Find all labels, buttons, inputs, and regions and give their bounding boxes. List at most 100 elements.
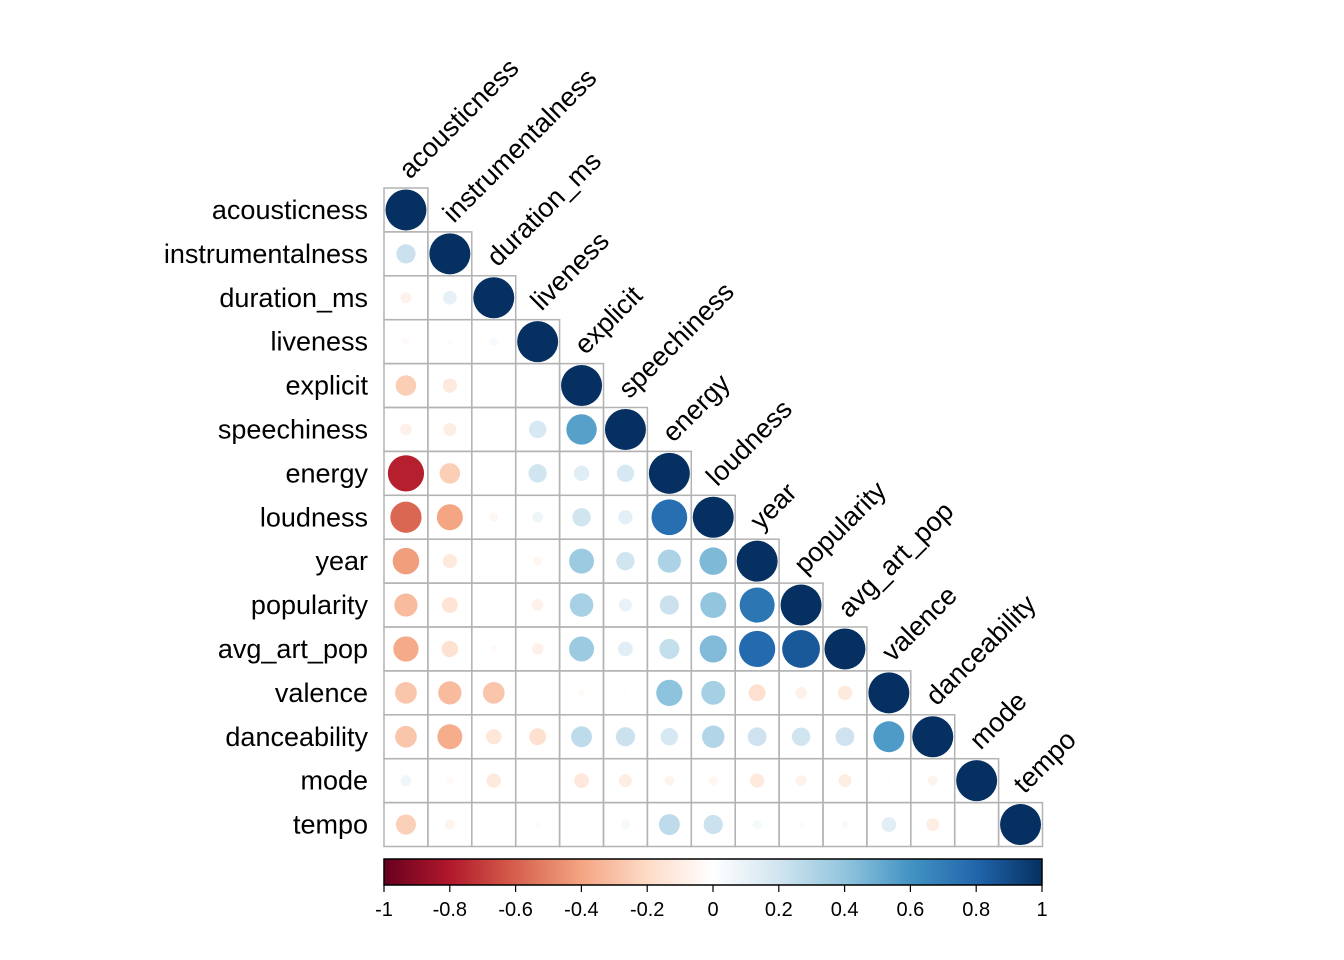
corr-circle-year-acousticness [392,547,420,575]
col-label-tempo: tempo [1008,725,1082,799]
cell-energy-duration_ms [471,450,517,497]
corr-circle-loudness-liveness [532,511,544,523]
colorbar-gradient [383,858,1043,886]
corr-circle-danceability-speechiness [615,727,636,747]
corr-circle-year-speechiness [616,551,635,571]
colorbar-tick-label: 0.2 [765,899,793,921]
corr-circle-energy-instrumentalness [439,463,461,484]
colorbar-tick-label: 0.4 [831,899,859,921]
corr-circle-loudness-acousticness [390,501,422,533]
corr-circle-danceability-loudness [702,725,725,748]
corr-circle-energy-acousticness [387,455,425,492]
row-label-energy: energy [285,458,368,488]
corr-circle-loudness-speechiness [618,510,633,525]
corr-circle-tempo-loudness [703,814,723,835]
corr-circle-liveness-liveness [517,321,559,363]
corr-circle-mode-duration_ms [486,773,501,788]
corr-circle-avg_art_pop-instrumentalness [441,640,459,658]
row-labels: acousticness instrumentalness duration_msl… [164,195,369,840]
row-label-danceability: danceability [225,722,368,752]
corr-circle-loudness-loudness [692,496,734,538]
corr-circle-danceability-liveness [529,728,547,746]
corr-circle-danceability-instrumentalness [437,724,463,750]
corr-circle-avg_art_pop-explicit [569,636,595,662]
corr-circle-explicit-acousticness [395,375,417,396]
corr-circle-year-duration_ms [491,559,496,564]
corr-circle-tempo-speechiness [620,819,631,830]
corr-circle-avg_art_pop-energy [659,638,680,659]
colorbar-tick-label: 0 [707,899,718,921]
corr-circle-valence-valence [868,672,910,714]
corr-circle-danceability-duration_ms [486,729,502,745]
correlation-grid [383,187,1044,848]
corr-circle-explicit-duration_ms [491,383,496,388]
corr-circle-tempo-energy [658,814,680,836]
row-label-avg_art_pop: avg_art_pop [218,634,368,664]
corr-circle-valence-instrumentalness [438,681,462,705]
corr-circle-avg_art_pop-year [739,630,776,668]
row-label-speechiness: speechiness [218,414,368,444]
corr-circle-liveness-duration_ms [489,337,498,346]
corr-circle-year-liveness [533,556,543,566]
corr-circle-popularity-popularity [780,584,822,626]
corr-circle-popularity-liveness [531,599,544,611]
cell-tempo-mode [953,801,1000,848]
corr-circle-tempo-instrumentalness [444,819,455,830]
corr-circle-explicit-explicit [561,365,603,407]
corr-circle-valence-year [748,684,766,702]
corr-circle-speechiness-acousticness [400,423,412,436]
corr-circle-tempo-duration_ms [491,822,496,827]
corr-circle-mode-explicit [574,773,589,789]
col-label-instrumentalness: instrumentalness [437,63,603,229]
cell-mode-liveness [514,757,561,804]
row-label-mode: mode [300,766,368,796]
col-label-mode: mode [964,686,1033,755]
corr-circle-danceability-valence [873,721,905,753]
colorbar-tick-label: -0.6 [498,899,532,921]
cell-speechiness-duration_ms [471,406,517,453]
corr-circle-popularity-acousticness [394,593,418,617]
col-label-liveness: liveness [525,226,615,316]
corr-circle-instrumentalness-instrumentalness [429,233,471,275]
corr-circle-tempo-tempo [1000,804,1042,846]
corr-circle-speechiness-speechiness [604,408,646,450]
corr-circle-loudness-energy [651,499,688,536]
corr-circle-valence-acousticness [395,682,417,704]
cell-tempo-explicit [558,801,605,848]
corr-circle-year-instrumentalness [442,554,457,569]
colorbar-tick-label: -0.2 [630,899,664,921]
corr-circle-avg_art_pop-liveness [531,643,544,655]
corr-circle-tempo-acousticness [395,814,416,835]
row-label-tempo: tempo [293,810,368,840]
corr-circle-valence-duration_ms [482,682,505,704]
corr-circle-popularity-year [739,587,775,623]
col-label-energy: energy [656,368,736,448]
corr-circle-popularity-explicit [569,593,594,617]
corr-circle-mode-valence [886,778,891,783]
corr-circle-mode-popularity [795,775,807,787]
corr-circle-avg_art_pop-avg_art_pop [824,628,866,670]
corr-circle-mode-energy [664,775,675,786]
corr-circle-energy-explicit [573,465,590,482]
corr-circle-avg_art_pop-popularity [782,630,820,668]
corr-circle-valence-speechiness [623,690,628,695]
col-label-valence: valence [876,580,963,667]
cell-popularity-duration_ms [471,582,517,628]
corr-circle-loudness-duration_ms [489,512,499,522]
colorbar-tick-label: 1 [1036,899,1047,921]
corr-circle-explicit-instrumentalness [442,378,457,393]
corr-circle-mode-year [750,773,765,788]
corr-circle-year-loudness [699,547,728,575]
row-label-explicit: explicit [285,371,368,401]
corr-circle-danceability-explicit [571,726,593,748]
corr-circle-valence-popularity [795,687,807,699]
corr-circle-mode-loudness [708,776,718,786]
corr-circle-tempo-avg_art_pop [841,820,849,829]
row-label-popularity: popularity [251,590,369,620]
corr-circle-danceability-popularity [791,727,811,746]
colorbar-tick-label: 0.6 [896,899,924,921]
corr-circle-tempo-liveness [534,821,541,828]
corr-circle-danceability-danceability [912,716,954,758]
corr-circle-speechiness-instrumentalness [443,422,457,436]
corr-circle-danceability-acousticness [395,725,417,748]
